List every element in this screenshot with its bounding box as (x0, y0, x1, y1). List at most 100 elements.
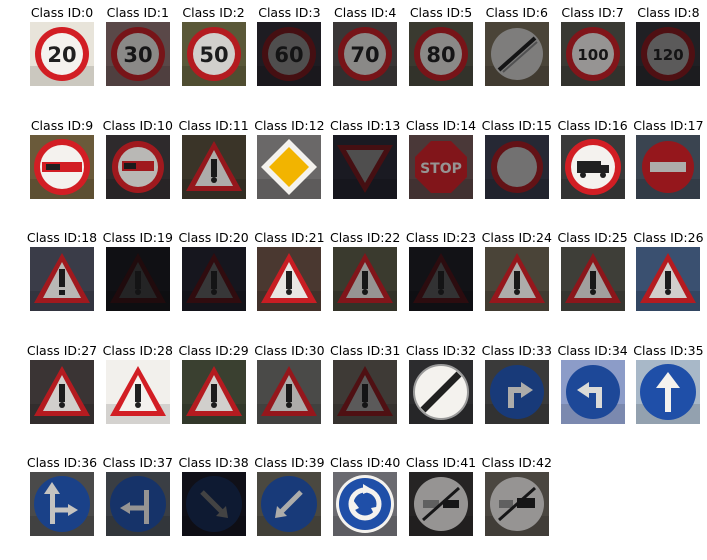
warning-sign-image (30, 359, 94, 424)
warning-sign-image (257, 247, 322, 311)
class-label: Class ID:35 (633, 342, 704, 358)
class-cell-3: Class ID:3 60 (251, 0, 327, 100)
turn-left-sign-image (560, 359, 625, 424)
warning-sign-image (333, 359, 398, 424)
speed-limit-sign-image: 100 (560, 22, 625, 86)
class-cell-22: Class ID:22 (327, 225, 403, 325)
svg-text:30: 30 (123, 43, 152, 67)
straight-left-sign-image (105, 472, 170, 536)
class-label: Class ID:27 (26, 342, 98, 358)
warning-sign-image (105, 247, 170, 311)
warning-sign-image (560, 247, 625, 311)
class-cell-13: Class ID:13 (327, 113, 403, 213)
class-cell-1: Class ID:1 30 (100, 0, 176, 100)
class-cell-25: Class ID:25 (555, 225, 631, 325)
class-cell-21: Class ID:21 (251, 225, 327, 325)
class-label: Class ID:18 (26, 230, 98, 245)
class-label: Class ID:7 (561, 5, 624, 20)
stop-sign-image: STOP (409, 134, 473, 199)
class-cell-8: Class ID:8 120 (630, 0, 706, 100)
no-vehicles-sign-image (484, 134, 549, 199)
class-cell-35: Class ID:35 (630, 338, 706, 438)
ahead-only-sign-image (636, 359, 701, 424)
class-cell-9: Class ID:9 (24, 113, 100, 213)
warning-sign-image (636, 247, 701, 311)
roundabout-sign-image (333, 472, 398, 536)
class-cell-16: Class ID:16 (555, 113, 631, 213)
class-label: Class ID:13 (330, 117, 401, 133)
turn-right-sign-image (484, 359, 549, 424)
svg-text:50: 50 (199, 43, 228, 67)
svg-text:100: 100 (577, 46, 608, 64)
svg-text:70: 70 (351, 43, 380, 67)
class-cell-18: Class ID:18 (24, 225, 100, 325)
class-cell-12: Class ID:12 (251, 113, 327, 213)
svg-text:STOP: STOP (420, 161, 462, 177)
class-cell-36: Class ID:36 (24, 450, 100, 550)
class-label: Class ID:40 (330, 455, 401, 470)
class-label: Class ID:39 (254, 455, 325, 470)
class-label: Class ID:33 (481, 342, 552, 358)
speed-limit-sign-image: 80 (409, 22, 473, 86)
keep-left-sign-image (257, 472, 322, 536)
class-label: Class ID:12 (254, 117, 325, 133)
class-label: Class ID:11 (178, 117, 249, 133)
class-label: Class ID:28 (102, 342, 173, 358)
class-cell-28: Class ID:28 (100, 338, 176, 438)
class-label: Class ID:16 (557, 117, 628, 133)
class-cell-26: Class ID:26 (630, 225, 706, 325)
class-label: Class ID:2 (182, 5, 245, 20)
straight-right-sign-image (30, 472, 94, 536)
class-cell-39: Class ID:39 (251, 450, 327, 550)
class-label: Class ID:26 (633, 230, 704, 245)
class-cell-10: Class ID:10 (100, 113, 176, 213)
class-cell-37: Class ID:37 (100, 450, 176, 550)
class-cell-2: Class ID:2 50 (176, 0, 252, 100)
warning-sign-image (181, 134, 246, 199)
speed-limit-sign-image: 120 (636, 22, 701, 86)
speed-limit-sign-image: 30 (105, 22, 170, 86)
warning-sign-image (409, 247, 473, 311)
class-label: Class ID:20 (178, 230, 249, 245)
speed-limit-sign-image: 50 (181, 22, 246, 86)
priority-road-sign-image (257, 134, 322, 199)
no-entry-sign-image (636, 134, 701, 199)
keep-right-sign-image (181, 472, 246, 536)
class-label: Class ID:22 (330, 230, 401, 245)
class-cell-7: Class ID:7 100 (555, 0, 631, 100)
class-label: Class ID:8 (637, 5, 700, 20)
class-label: Class ID:5 (409, 5, 473, 20)
end-all-sign-image (409, 359, 473, 424)
yield-sign-image (333, 134, 398, 199)
class-label: Class ID:6 (485, 5, 548, 20)
no-passing-sign-image (30, 134, 94, 199)
class-label: Class ID:9 (30, 117, 94, 133)
class-cell-27: Class ID:27 (24, 338, 100, 438)
svg-text:120: 120 (653, 46, 684, 64)
no-passing-trucks-sign-image (105, 134, 170, 199)
speed-limit-sign-image: 60 (257, 22, 322, 86)
warning-sign-image (257, 359, 322, 424)
class-label: Class ID:36 (26, 455, 98, 470)
class-label: Class ID:31 (330, 342, 401, 358)
warning-sign-image (484, 247, 549, 311)
class-label: Class ID:15 (481, 117, 552, 133)
svg-text:20: 20 (47, 43, 76, 67)
speed-limit-sign-image: 70 (333, 22, 398, 86)
class-label: Class ID:3 (258, 5, 321, 20)
warning-excl-sign-image (30, 247, 94, 311)
class-label: Class ID:32 (405, 342, 477, 358)
class-label: Class ID:1 (106, 5, 169, 20)
class-cell-20: Class ID:20 (176, 225, 252, 325)
class-cell-42: Class ID:42 (479, 450, 555, 550)
class-label: Class ID:0 (30, 5, 94, 20)
no-trucks-sign-image (560, 134, 625, 199)
class-cell-24: Class ID:24 (479, 225, 555, 325)
class-cell-14: Class ID:14 STOP (403, 113, 479, 213)
class-cell-4: Class ID:4 70 (327, 0, 403, 100)
class-label: Class ID:24 (481, 230, 552, 245)
end-no-passing-sign-image (409, 472, 473, 536)
class-cell-41: Class ID:41 (403, 450, 479, 550)
class-cell-38: Class ID:38 (176, 450, 252, 550)
class-cell-32: Class ID:32 (403, 338, 479, 438)
